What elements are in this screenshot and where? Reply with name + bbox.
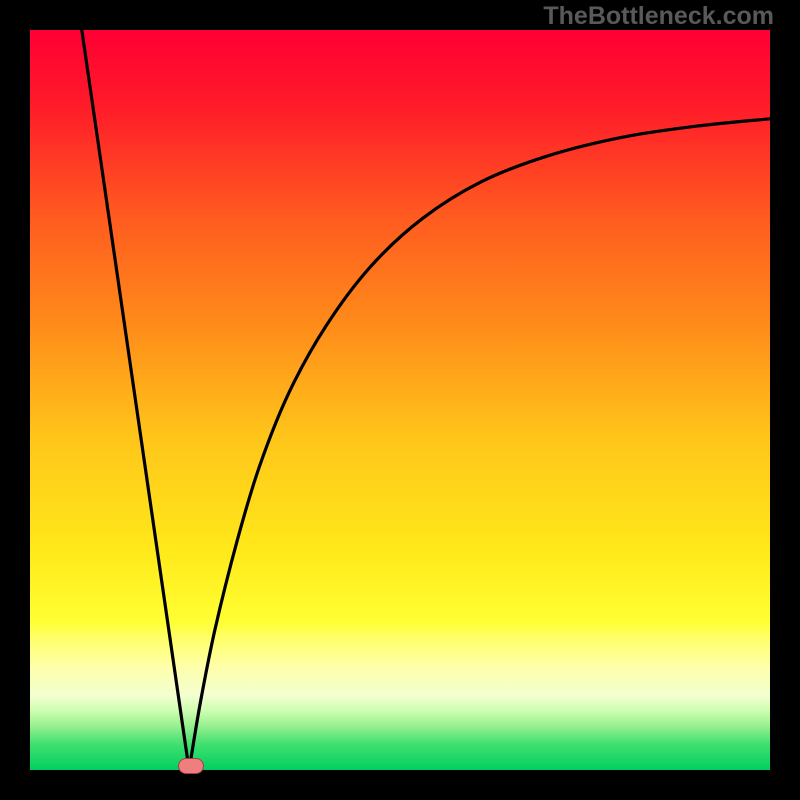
gradient-background (30, 30, 770, 770)
watermark-text: TheBottleneck.com (543, 2, 774, 31)
optimum-marker (178, 758, 204, 774)
